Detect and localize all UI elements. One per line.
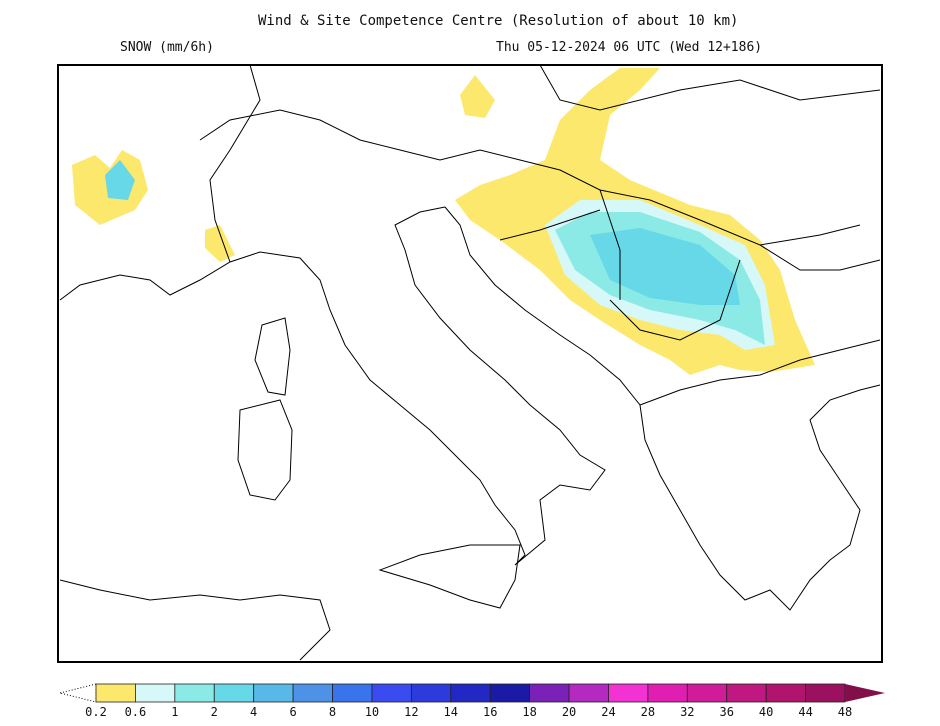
corsica	[254, 317, 291, 396]
legend-box	[332, 683, 373, 703]
legend-label: 2	[210, 705, 218, 719]
legend-label: 20	[561, 705, 577, 719]
legend-box	[371, 683, 412, 703]
legend-box	[253, 683, 294, 703]
snow-area-balkans-core	[590, 228, 740, 305]
borders-east	[539, 64, 881, 271]
legend-label: 8	[328, 705, 337, 719]
valid-time-label: Thu 05-12-2024 06 UTC (Wed 12+186)	[496, 40, 763, 55]
legend-label: 44	[798, 705, 813, 719]
legend-box	[765, 683, 806, 703]
legend-box	[292, 683, 333, 703]
legend-box	[647, 683, 688, 703]
snow-areas	[72, 68, 815, 375]
legend-label: 16	[482, 705, 498, 719]
legend-label: 18	[522, 705, 537, 719]
legend-box	[529, 683, 570, 703]
sicily	[378, 544, 521, 609]
balkan-coast	[444, 206, 881, 611]
legend-box	[568, 683, 609, 703]
legend-box	[489, 683, 531, 703]
legend-label: 4	[250, 705, 258, 719]
legend-over-triangle	[845, 684, 885, 702]
legend-label: 24	[601, 705, 616, 719]
legend-label: 36	[719, 705, 734, 719]
legend-box	[726, 683, 767, 703]
legend-box	[213, 683, 255, 703]
legend-label: 14	[443, 705, 459, 719]
legend-label: 12	[404, 705, 419, 719]
legend-under-triangle	[59, 683, 97, 703]
legend-box	[95, 683, 136, 703]
legend-box	[450, 683, 491, 703]
legend-label: 10	[364, 705, 380, 719]
legend-box	[805, 683, 846, 703]
legend-box	[174, 683, 215, 703]
legend-label: 6	[289, 705, 297, 719]
legend-box	[686, 683, 728, 703]
africa-coast	[59, 579, 331, 661]
legend-boxes	[95, 683, 846, 703]
legend-box	[135, 683, 176, 703]
borders-balkans	[499, 189, 881, 406]
borders-alps	[209, 64, 261, 263]
legend-label: 28	[640, 705, 656, 719]
parameter-label: SNOW (mm/6h)	[120, 40, 214, 55]
snow-area-ligury	[205, 225, 235, 262]
legend-box	[608, 683, 649, 703]
legend-label: 48	[837, 705, 853, 719]
legend-label: 32	[680, 705, 695, 719]
coastlines	[59, 64, 881, 661]
legend-label: 40	[758, 705, 774, 719]
legend-label: 1	[171, 705, 179, 719]
chart-title: Wind & Site Competence Centre (Resolutio…	[258, 13, 739, 29]
legend-label: 0.6	[124, 705, 147, 719]
sardinia	[237, 399, 293, 501]
snow-area-austria	[460, 75, 495, 118]
legend-box	[410, 683, 452, 703]
borders-north	[199, 109, 861, 246]
snow-area-france-core	[105, 160, 135, 200]
legend-label: 0.2	[85, 705, 107, 719]
